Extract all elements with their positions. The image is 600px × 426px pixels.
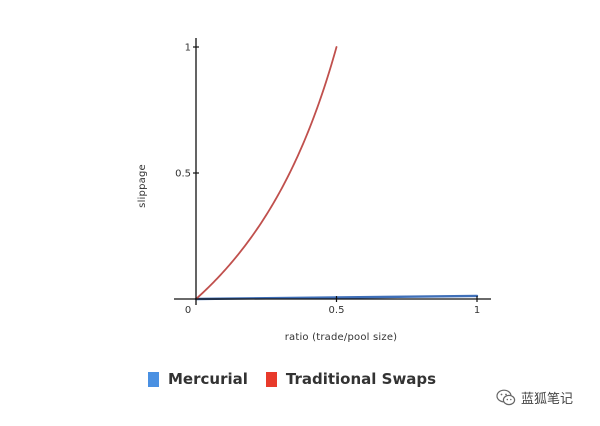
legend-item-traditional-swaps: Traditional Swaps: [265, 370, 437, 388]
series-layer: [194, 46, 479, 301]
legend: Mercurial Traditional Swaps: [148, 370, 454, 388]
tick-layer: 0 0.5 1 0.5 1: [175, 43, 480, 317]
wechat-icon: [496, 389, 516, 405]
y-tick-label: 0.5: [175, 169, 191, 180]
legend-swatch-mercurial: [148, 371, 159, 387]
legend-label-mercurial: Mercurial: [168, 370, 248, 388]
x-tick-label: 0: [185, 305, 191, 316]
y-tick-label: 1: [185, 43, 191, 54]
watermark-text: 蓝狐笔记: [521, 392, 574, 407]
legend-label-traditional-swaps: Traditional Swaps: [285, 370, 437, 388]
legend-swatch-traditional-swaps: [265, 371, 277, 387]
x-axis-title: ratio (trade/pool size): [285, 332, 398, 343]
x-tick-label: 0.5: [329, 305, 345, 316]
series-line-traditional-swaps: [195, 46, 338, 300]
watermark: 蓝狐笔记: [496, 388, 573, 407]
y-axis-title: slippage: [137, 164, 148, 208]
legend-item-mercurial: Mercurial: [148, 370, 248, 388]
x-tick-label: 1: [474, 305, 480, 316]
